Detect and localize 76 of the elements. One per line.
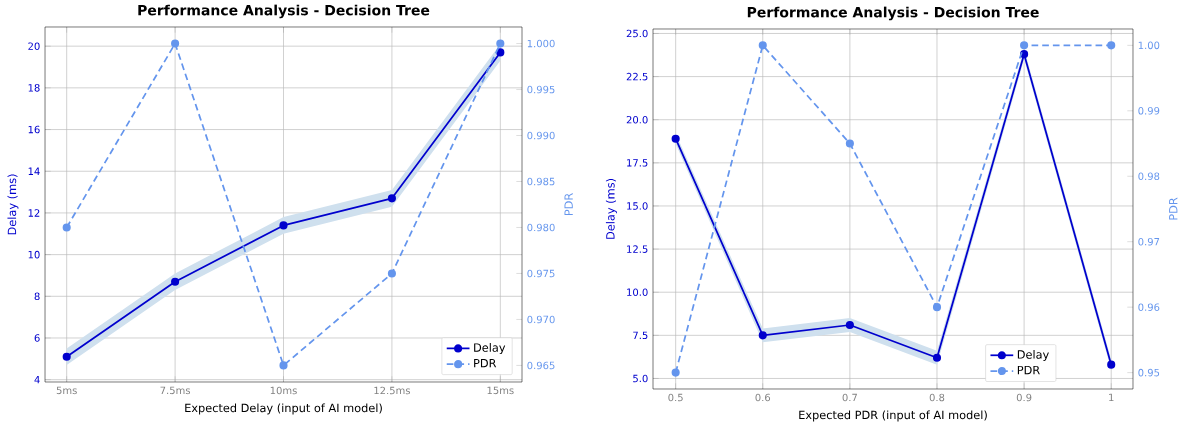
y-tick-label: 10 (28, 250, 40, 259)
chart-title: Performance Analysis - Decision Tree (747, 6, 1039, 21)
point (496, 48, 505, 57)
y-tick-label: 15.0 (627, 202, 648, 210)
y-tick-label: 17.5 (627, 159, 648, 167)
point (62, 223, 71, 232)
point (387, 269, 396, 278)
x-tick-label: 5ms (56, 386, 77, 395)
x-tick-label: 10ms (270, 386, 297, 395)
y2-tick-label: 0.970 (527, 315, 555, 324)
y-tick-label: 18 (28, 84, 40, 92)
x-tick-label: 0.6 (755, 393, 771, 402)
point (932, 303, 942, 312)
legend-label: Delay (474, 343, 506, 355)
y2-tick-label: 1.00 (1138, 41, 1160, 50)
y-tick-label: 25.0 (626, 29, 648, 38)
x-tick-label: 0.7 (842, 393, 857, 402)
y-tick-label: 4 (34, 376, 40, 384)
x-tick-label: 0.8 (929, 393, 945, 402)
y2-tick-label: 0.99 (1138, 107, 1160, 115)
point (1020, 41, 1029, 50)
chart-title: Performance Analysis - Decision Tree (138, 4, 430, 19)
point (932, 353, 942, 362)
point (845, 320, 854, 330)
y2-tick-label: 0.995 (527, 85, 555, 94)
y-axis-title: Delay (ms) (605, 179, 617, 239)
point (171, 39, 180, 48)
y-tick-label: 22.5 (626, 72, 648, 81)
x-tick-label: 15ms (487, 386, 514, 395)
point (62, 352, 71, 361)
x-axis-title: Expected PDR (input of AI model) (799, 410, 987, 422)
point (671, 368, 680, 377)
y2-tick-label: 0.965 (527, 361, 555, 370)
legend-label: PDR (1017, 365, 1040, 375)
y2-tick-label: 0.96 (1138, 303, 1160, 311)
point (279, 361, 288, 370)
x-axis-title: Expected Delay (input of AI model) (185, 403, 382, 415)
y2-axis-title: PDR (564, 193, 573, 216)
y-tick-label: 12 (28, 209, 40, 217)
y2-tick-label: 0.97 (1138, 237, 1160, 246)
legend-label: Delay (1017, 349, 1049, 361)
y-tick-label: 7.5 (633, 331, 648, 340)
y2-tick-label: 0.985 (527, 177, 555, 186)
x-tick-label: 12.5ms (374, 386, 411, 395)
y-axis-title: Delay (ms) (7, 174, 19, 235)
y-tick-label: 20 (28, 42, 40, 50)
y2-tick-label: 0.98 (1138, 172, 1160, 181)
point (1107, 360, 1116, 369)
x-tick-label: 1 (1109, 393, 1114, 401)
y2-tick-label: 0.990 (527, 131, 555, 140)
point (758, 331, 767, 340)
y2-tick-label: 0.975 (527, 269, 555, 278)
point (845, 139, 854, 148)
point (671, 134, 680, 143)
x-tick-label: 0.9 (1016, 393, 1032, 402)
point (171, 277, 180, 286)
y-tick-label: 6 (34, 334, 40, 342)
y2-tick-label: 1.000 (527, 39, 555, 48)
x-tick-label: 0.5 (668, 393, 683, 402)
y2-axis-title: PDR (1169, 197, 1178, 220)
y2-tick-label: 0.980 (527, 223, 555, 232)
y-tick-label: 20.0 (626, 115, 648, 124)
y-tick-label: 8 (34, 292, 40, 301)
point (279, 221, 288, 230)
y-tick-label: 14 (28, 167, 40, 175)
y2-tick-label: 0.95 (1138, 368, 1160, 377)
point (758, 41, 767, 50)
point (387, 194, 396, 203)
legend-label: PDR (474, 359, 497, 368)
y-tick-label: 10.0 (627, 288, 648, 296)
x-tick-label: 7.5ms (160, 386, 191, 395)
y-tick-label: 16 (28, 125, 40, 134)
point (1107, 41, 1116, 50)
y-tick-label: 5.0 (633, 374, 648, 383)
point (496, 39, 505, 48)
y-tick-label: 12.5 (627, 245, 648, 253)
